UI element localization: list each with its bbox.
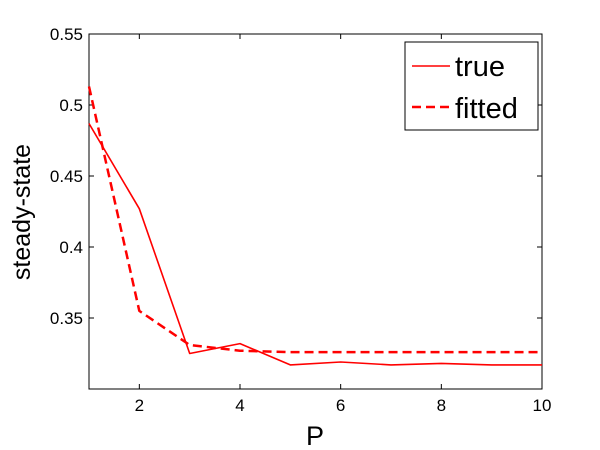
series-line-fitted <box>87 86 542 354</box>
legend: true fitted <box>404 41 539 131</box>
series-group <box>87 86 542 366</box>
x-tick-label: 6 <box>336 396 345 415</box>
y-tick-label: 0.4 <box>59 238 83 257</box>
x-tick-label: 10 <box>533 396 552 415</box>
y-tick-label: 0.45 <box>50 167 83 186</box>
axis-ticks: 2 4 6 8 10 0.35 0.4 0.45 0.5 0.55 <box>50 25 552 415</box>
x-tick-label: 8 <box>437 396 446 415</box>
legend-label-fitted: fitted <box>455 93 518 125</box>
x-tick-label: 2 <box>135 396 144 415</box>
y-tick-label: 0.35 <box>50 309 83 328</box>
y-tick-label: 0.5 <box>59 96 83 115</box>
series-line-true <box>88 123 542 366</box>
y-tick-label: 0.55 <box>50 25 83 44</box>
x-axis-label: P <box>306 421 324 450</box>
y-axis-label: steady-state <box>8 144 36 280</box>
legend-box <box>404 41 539 131</box>
x-tick-label: 4 <box>235 396 244 415</box>
legend-label-true: true <box>455 51 505 83</box>
